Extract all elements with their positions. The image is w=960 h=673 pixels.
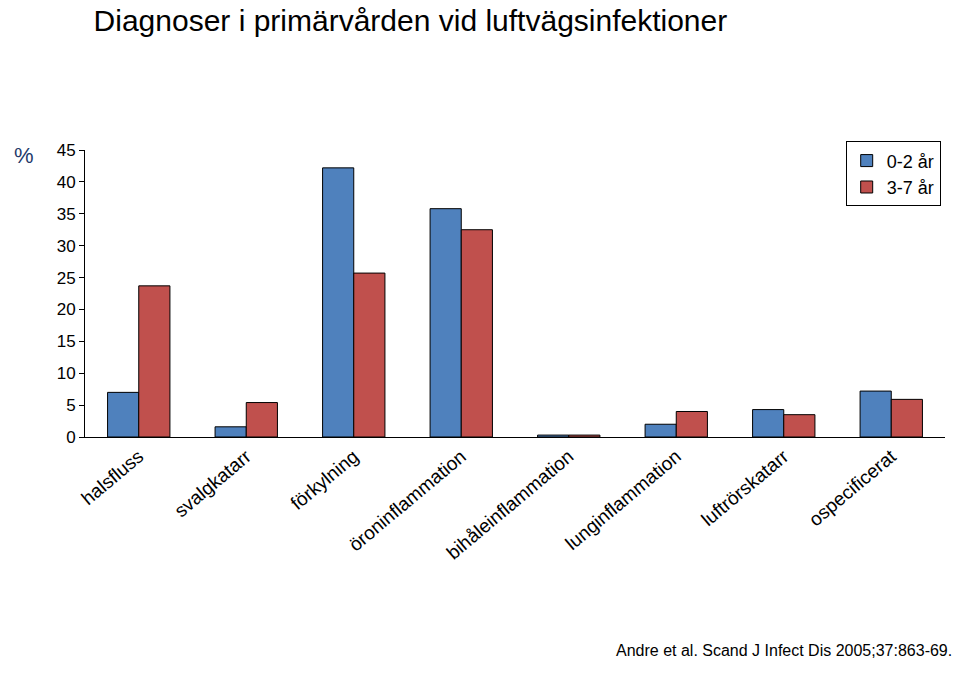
svg-text:30: 30 (57, 237, 76, 256)
svg-text:halsfluss: halsfluss (77, 446, 147, 510)
svg-text:0: 0 (66, 428, 75, 447)
svg-text:bihåleinflammation: bihåleinflammation (443, 446, 578, 564)
svg-text:0-2 år: 0-2 år (887, 152, 934, 172)
svg-text:35: 35 (57, 205, 76, 224)
svg-text:förkylning: förkylning (287, 446, 363, 514)
svg-text:lunginflammation: lunginflammation (561, 446, 685, 554)
svg-text:10: 10 (57, 364, 76, 383)
svg-text:svalgkatarr: svalgkatarr (170, 445, 255, 521)
svg-text:öroninflammation: öroninflammation (345, 446, 470, 556)
svg-text:20: 20 (57, 300, 76, 319)
svg-text:5: 5 (66, 396, 75, 415)
svg-text:Andre et al. Scand J Infect Di: Andre et al. Scand J Infect Dis 2005;37:… (616, 642, 952, 659)
svg-text:3-7 år: 3-7 år (887, 178, 934, 198)
svg-text:40: 40 (57, 173, 76, 192)
svg-text:25: 25 (57, 269, 76, 288)
svg-text:45: 45 (57, 141, 76, 160)
svg-text:luftrörskatarr: luftrörskatarr (697, 445, 793, 530)
svg-text:15: 15 (57, 332, 76, 351)
svg-text:ospecificerat: ospecificerat (805, 445, 901, 530)
svg-text:%: % (14, 143, 34, 168)
svg-text:Diagnoser i primärvården vid l: Diagnoser i primärvården vid luftvägsinf… (94, 4, 728, 37)
